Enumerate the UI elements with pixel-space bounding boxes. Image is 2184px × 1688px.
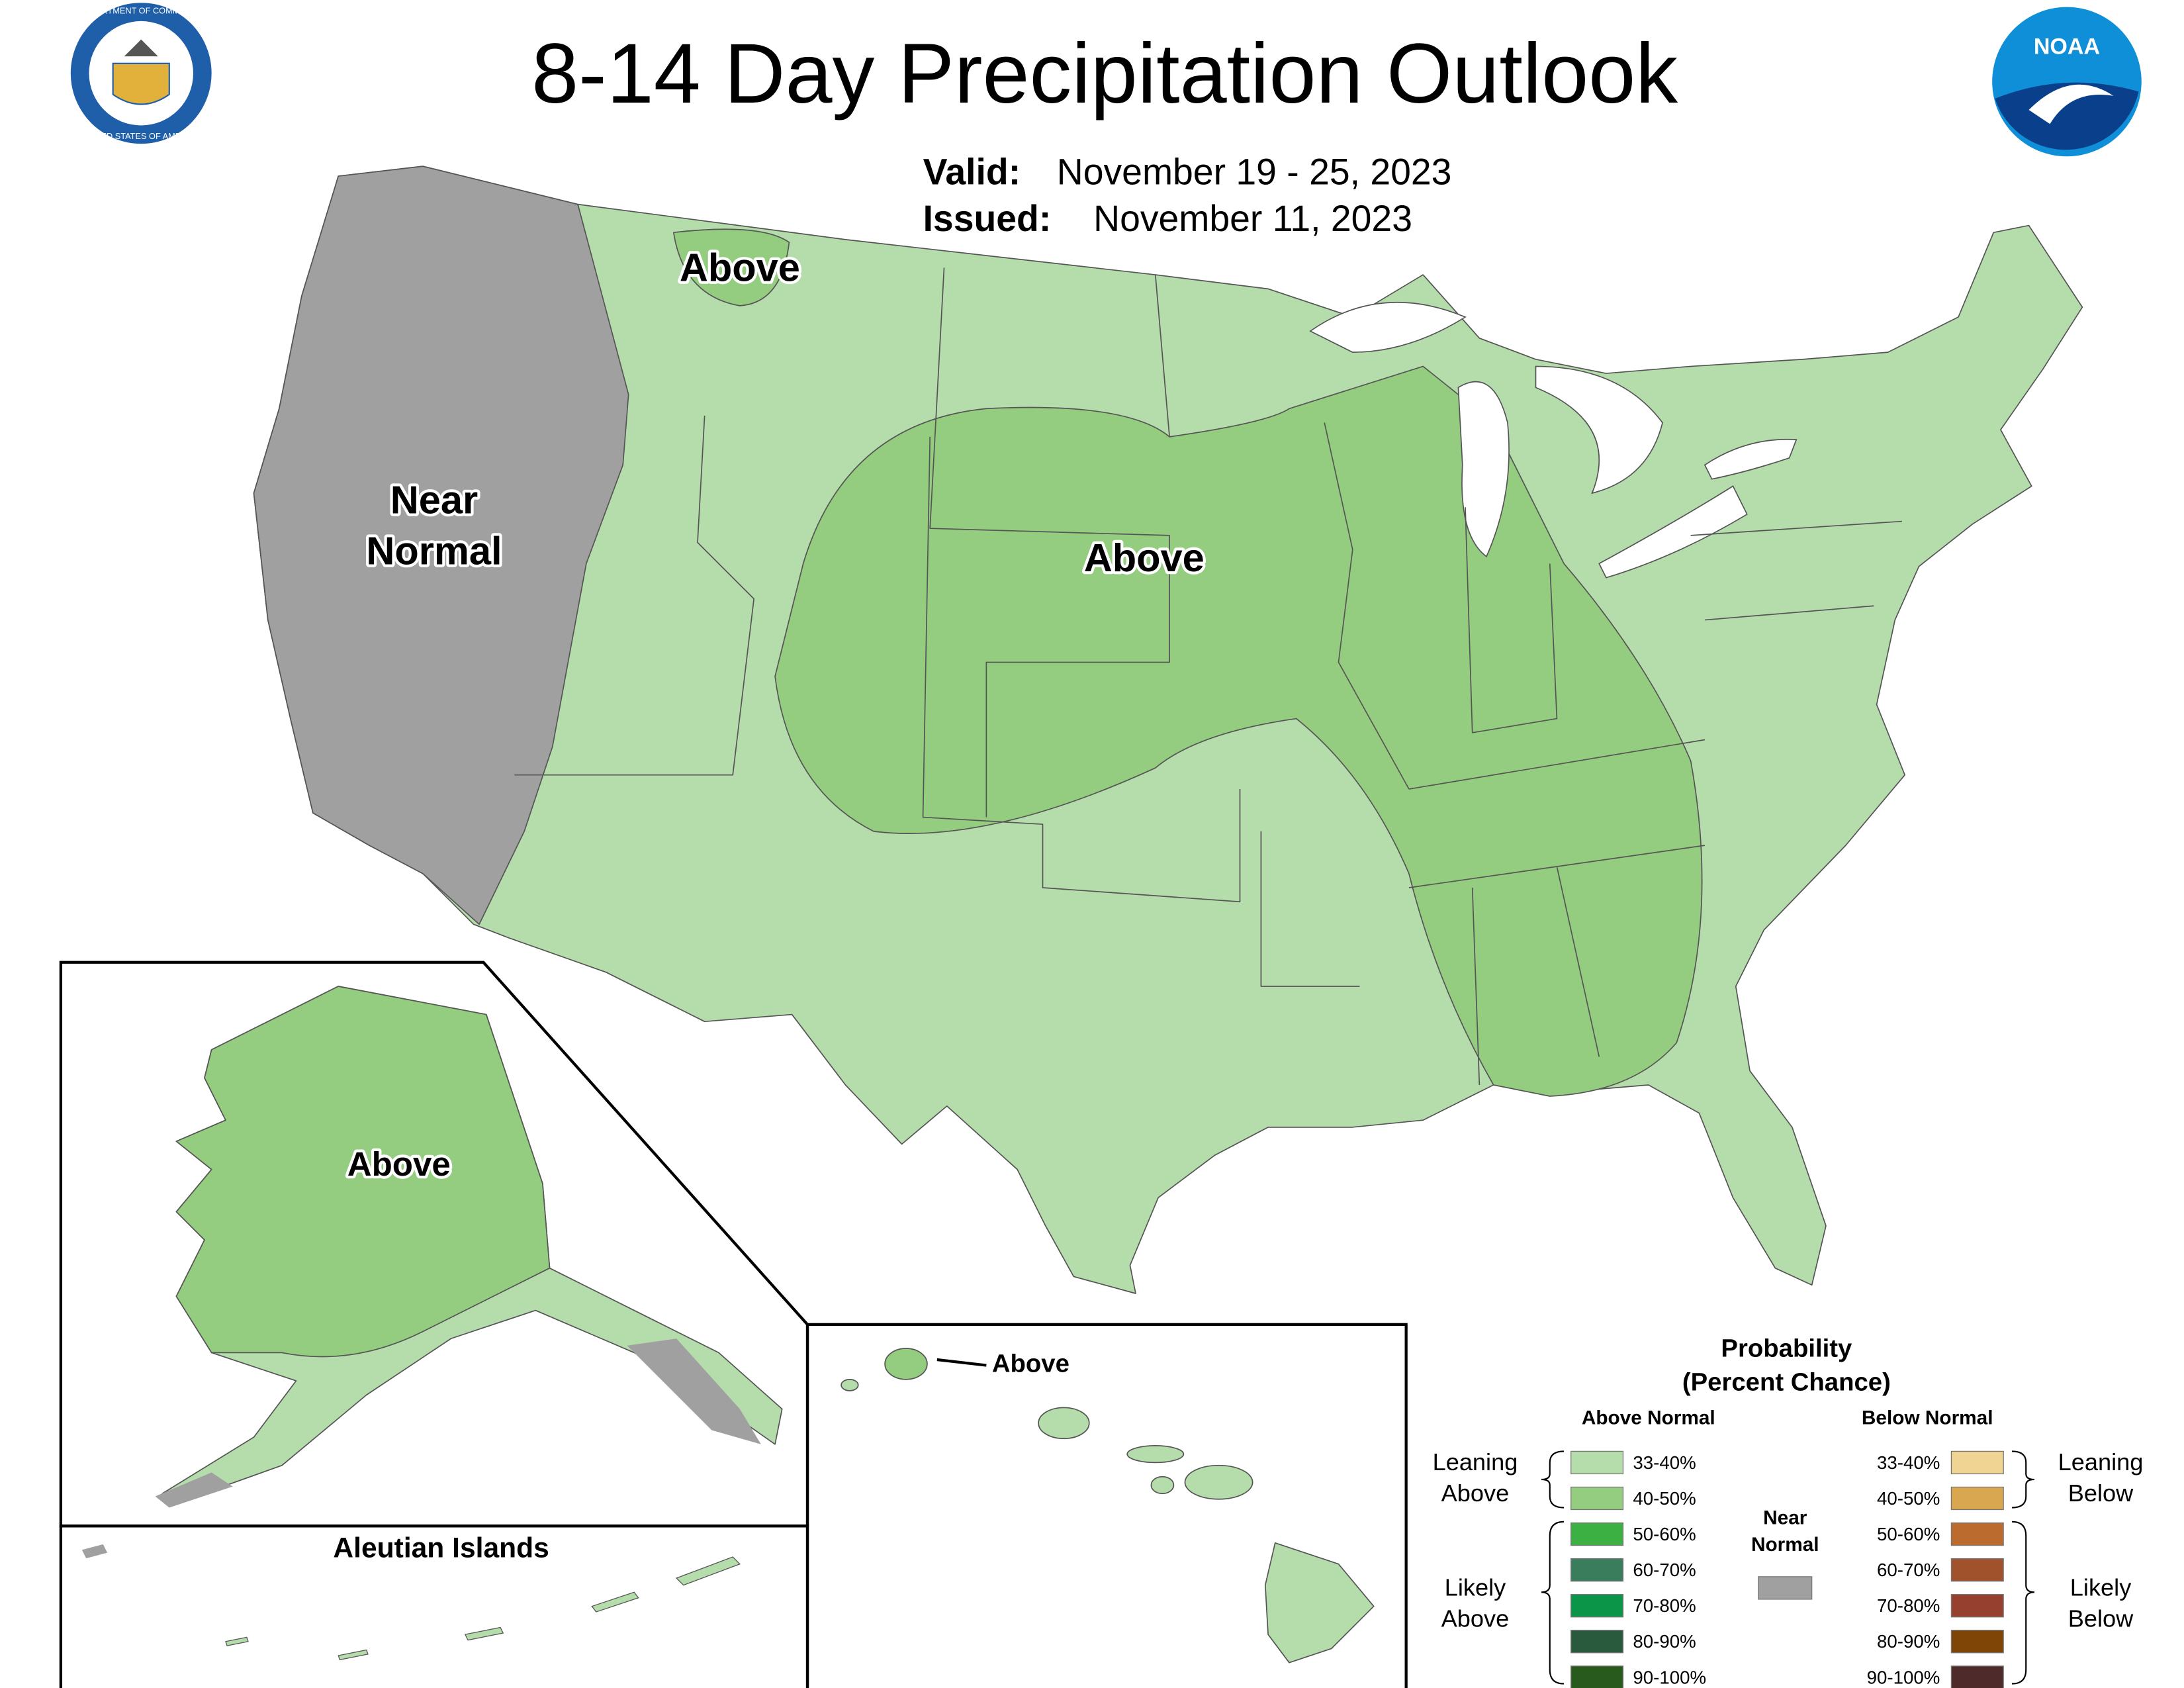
braces (1541, 1450, 2035, 1685)
aleutian-title: Aleutian Islands (333, 1532, 549, 1564)
legend-label: 90-100% (1867, 1667, 1940, 1687)
legend-title: Probability (1721, 1334, 1852, 1362)
legend-swatch (1570, 1665, 1624, 1688)
issued-label: Issued: (923, 198, 1052, 239)
alaska-label: Above (347, 1145, 451, 1183)
legend-label: 90-100% (1633, 1667, 1706, 1687)
region-label: Near (390, 478, 478, 522)
legend-group-label: Below (2068, 1605, 2134, 1632)
legend-label: 40-50% (1633, 1488, 1696, 1509)
legend-label: 33-40% (1633, 1452, 1696, 1473)
legend-swatch (1570, 1522, 1624, 1546)
legend-swatch (1570, 1594, 1624, 1618)
hawaii-label: Above (992, 1350, 1069, 1378)
aleutian-islands (225, 1556, 741, 1661)
legend-label: 50-60% (1633, 1524, 1696, 1544)
pointer-line (936, 1358, 987, 1367)
alaska-region-above (175, 986, 551, 1358)
noaa-logo: NOAA (1992, 7, 2142, 157)
island-lanai (1150, 1476, 1175, 1495)
island-molokai (1126, 1445, 1185, 1464)
legend-group-label: Leaning (1433, 1448, 1518, 1476)
region-label: Above (1084, 536, 1205, 580)
legend-swatch (1570, 1450, 1624, 1475)
alaska-near-normal (155, 1338, 761, 1508)
legend-near-normal-label: Normal (1751, 1534, 1819, 1556)
seal-text: UNITED STATES OF AMERICA (81, 131, 202, 141)
legend-label: 80-90% (1877, 1631, 1940, 1652)
island (841, 1378, 859, 1391)
region-leaning-above-strong (774, 365, 1703, 1097)
valid-dates: November 19 - 25, 2023 (1057, 152, 1452, 193)
legend-swatch (1950, 1450, 2004, 1475)
legend-swatch (1570, 1486, 1624, 1511)
legend-label: 50-60% (1877, 1524, 1940, 1544)
legend-near-normal-label: Near (1763, 1507, 1807, 1528)
legend-group-label: Leaning (2058, 1448, 2144, 1476)
legend-swatch (1950, 1594, 2004, 1618)
commerce-seal: DEPARTMENT OF COMMERCE UNITED STATES OF … (70, 3, 212, 144)
noaa-text: NOAA (2034, 34, 2100, 59)
legend-swatch (1950, 1665, 2004, 1688)
legend-swatch (1950, 1630, 2004, 1654)
legend-below-header: Below Normal (1862, 1407, 1993, 1429)
great-lakes (1309, 301, 1797, 579)
region-label: Normal (366, 528, 502, 573)
legend-swatch (1570, 1558, 1624, 1582)
legend-label: 33-40% (1877, 1452, 1940, 1473)
hawaii-islands (841, 1348, 1375, 1664)
valid-label: Valid: (923, 152, 1021, 193)
state-lines (514, 267, 1902, 1086)
legend-group-label: Likely (1445, 1574, 1506, 1601)
legend: Probability (Percent Chance) Above Norma… (1433, 1334, 2144, 1688)
legend-label: 60-70% (1633, 1560, 1696, 1580)
legend-subtitle: (Percent Chance) (1682, 1368, 1891, 1396)
aleutian-near-normal (81, 1544, 108, 1559)
seal-text: DEPARTMENT OF COMMERCE (79, 5, 203, 15)
island-kauai (884, 1348, 928, 1380)
region-leaning-above-strong (672, 228, 790, 306)
region-label: Above (680, 245, 800, 289)
legend-above-header: Above Normal (1582, 1407, 1715, 1429)
region-near-normal (253, 165, 629, 925)
legend-label: 80-90% (1633, 1631, 1696, 1652)
legend-group-label: Below (2068, 1479, 2134, 1507)
title: 8-14 Day Precipitation Outlook (531, 26, 1678, 121)
island-oahu (1038, 1407, 1090, 1440)
legend-swatch (1758, 1576, 1813, 1600)
legend-swatch (1950, 1558, 2004, 1582)
legend-label: 70-80% (1633, 1595, 1696, 1616)
legend-swatch (1950, 1522, 2004, 1546)
legend-group-label: Above (1441, 1479, 1510, 1507)
legend-label: 40-50% (1877, 1488, 1940, 1509)
island-maui (1184, 1464, 1253, 1500)
legend-group-label: Likely (2070, 1574, 2132, 1601)
hawaii-inset-border (805, 1323, 1408, 1688)
island-hawaii (1264, 1542, 1375, 1664)
legend-group-label: Above (1441, 1605, 1510, 1632)
conus (253, 165, 2083, 1294)
legend-swatch (1570, 1630, 1624, 1654)
legend-label: 60-70% (1877, 1560, 1940, 1580)
issued-date: November 11, 2023 (1093, 198, 1412, 239)
legend-label: 70-80% (1877, 1595, 1940, 1616)
legend-swatch (1950, 1486, 2004, 1511)
map-labels: Above Near Normal Above (363, 242, 1207, 583)
